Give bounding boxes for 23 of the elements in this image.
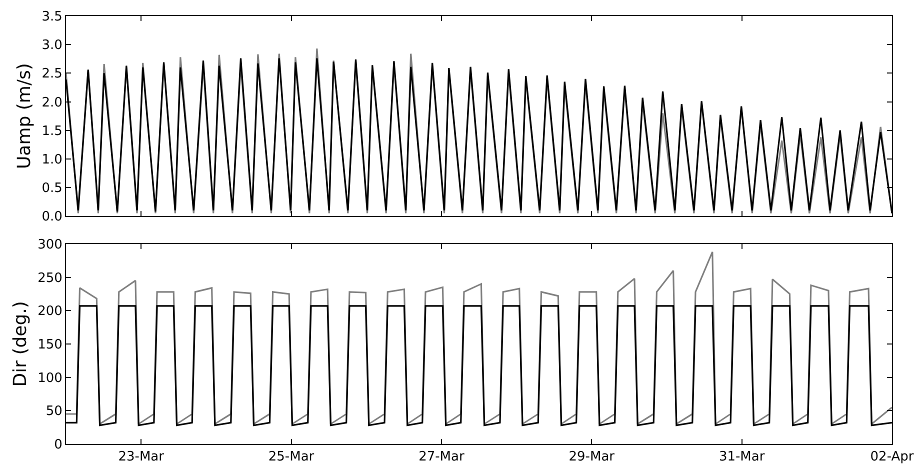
- y-tick-label: 1.5: [42, 124, 62, 139]
- y-axis-title: Uamp (m/s): [14, 63, 35, 170]
- y-tick-label: 0.0: [42, 210, 62, 225]
- y-tick-label: 100: [38, 370, 62, 386]
- x-tick-label: 23-Mar: [118, 450, 165, 465]
- y-tick-label: 0: [54, 438, 62, 453]
- y-tick-label: 2.0: [42, 95, 62, 110]
- y-axis-title: Dir (deg.): [10, 301, 31, 387]
- x-tick-label: 02-Apr: [870, 450, 914, 465]
- x-tick-label: 25-Mar: [268, 450, 315, 465]
- x-tick-label: 27-Mar: [418, 450, 465, 465]
- y-tick-label: 250: [38, 270, 62, 286]
- y-tick-label: 300: [38, 237, 62, 252]
- y-tick-label: 3.0: [42, 38, 62, 54]
- y-tick-label: 1.0: [42, 152, 62, 168]
- x-tick-label: 29-Mar: [568, 450, 616, 465]
- y-tick-label: 3.5: [42, 10, 62, 25]
- x-tick-label: 31-Mar: [718, 450, 766, 465]
- y-tick-label: 200: [38, 304, 62, 320]
- y-tick-label: 150: [38, 338, 62, 353]
- y-tick-label: 50: [46, 404, 62, 420]
- y-tick-label: 0.5: [42, 181, 62, 196]
- y-tick-label: 2.5: [42, 66, 62, 82]
